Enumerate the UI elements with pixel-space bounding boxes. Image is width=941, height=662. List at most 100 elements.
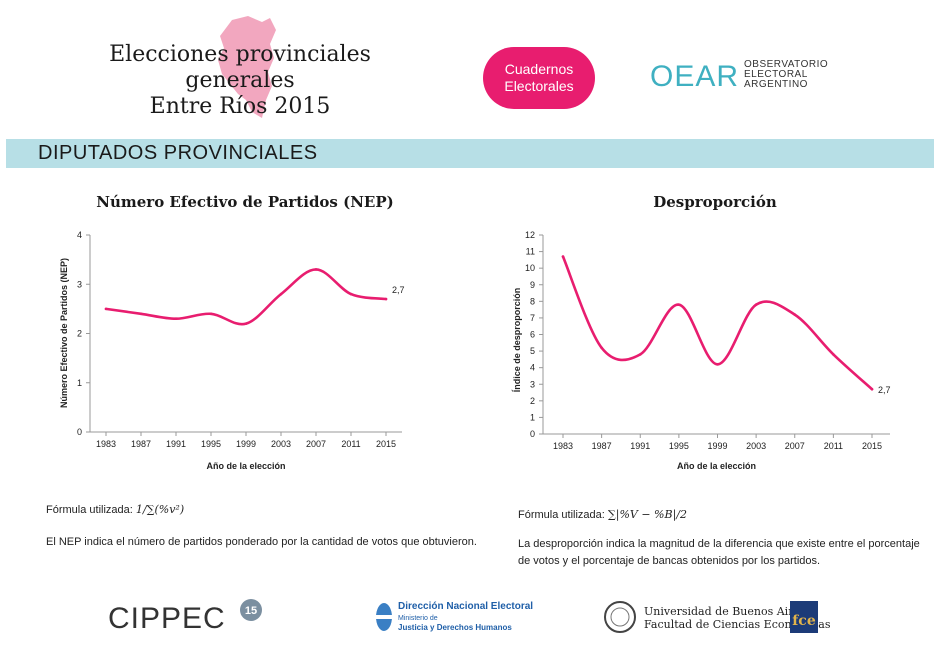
nep-x-axis-label: Año de la elección	[206, 461, 285, 471]
desproporcion-y-tick-label: 9	[530, 280, 535, 290]
desproporcion-data-point	[870, 387, 874, 391]
desproporcion-y-tick-label: 7	[530, 313, 535, 323]
desproporcion-end-label: 2,7	[878, 385, 891, 395]
oear-logo: OEAR	[650, 60, 739, 93]
desproporcion-formula-expression: ∑|%V − %B|/2	[607, 508, 688, 521]
oear-logo-text: OEAR	[650, 60, 739, 93]
desproporcion-x-tick-label: 2003	[746, 441, 766, 451]
desproporcion-data-point	[754, 303, 758, 306]
desproporcion-x-tick-label: 2007	[785, 441, 805, 451]
desproporcion-y-tick-label: 5	[530, 346, 535, 356]
desproporcion-y-tick-label: 8	[530, 296, 535, 306]
desproporcion-formula-label: Fórmula utilizada:	[518, 509, 605, 521]
desproporcion-data-point	[832, 353, 835, 356]
title-line-1: Elecciones provinciales generales	[109, 42, 371, 93]
nep-x-tick-label: 1995	[201, 439, 221, 449]
desproporcion-data-point	[677, 303, 681, 306]
desproporcion-y-tick-label: 11	[526, 247, 535, 257]
cuadernos-electorales-badge: Cuadernos Electorales	[483, 47, 595, 109]
nep-x-tick-label: 1987	[131, 439, 151, 449]
desproporcion-y-tick-label: 2	[530, 396, 535, 406]
nep-data-point	[174, 317, 178, 321]
nep-x-tick-label: 1991	[166, 439, 186, 449]
uba-line-2: Facultad de Ciencias Económicas	[644, 618, 831, 631]
desproporcion-y-tick-label: 1	[530, 412, 535, 422]
desproporcion-x-tick-label: 2015	[862, 441, 882, 451]
dne-subtitle-2: Justicia y Derechos Humanos	[398, 623, 512, 632]
nep-chart-title: Número Efectivo de Partidos (NEP)	[96, 193, 394, 211]
badge-line-2: Electorales	[504, 78, 574, 94]
desproporcion-data-point	[600, 346, 603, 350]
desproporcion-y-tick-label: 4	[530, 363, 535, 373]
nep-data-point	[244, 322, 248, 325]
fce-badge	[790, 601, 818, 633]
nep-data-point	[209, 312, 213, 316]
desproporcion-y-tick-label: 0	[530, 429, 535, 439]
nep-end-label: 2,7	[392, 285, 405, 295]
section-title: DIPUTADOS PROVINCIALES	[38, 142, 318, 164]
nep-data-point	[349, 292, 353, 296]
nep-y-tick-label: 0	[77, 427, 82, 437]
province-map-silhouette	[218, 16, 276, 118]
desproporcion-chart-title: Desproporción	[653, 193, 777, 211]
desproporcion-y-tick-label: 10	[525, 263, 535, 273]
desproporcion-data-point	[793, 313, 797, 316]
oear-caption: OBSERVATORIO ELECTORAL ARGENTINO	[744, 60, 828, 90]
desproporcion-x-tick-label: 1995	[669, 441, 689, 451]
cippec-logo: CIPPEC 15	[108, 599, 262, 635]
dne-logo: Dirección Nacional Electoral Ministerio …	[376, 601, 533, 632]
nep-data-point	[104, 307, 108, 311]
desproporcion-data-point	[561, 255, 565, 258]
desproporcion-x-axis-label: Año de la elección	[677, 461, 756, 471]
cippec-badge-text: 15	[245, 605, 257, 617]
nep-x-tick-label: 1999	[236, 439, 256, 449]
desproporcion-data-point	[638, 353, 642, 356]
desproporcion-x-tick-label: 1991	[630, 441, 650, 451]
nep-y-axis-label: Número Efectivo de Partidos (NEP)	[59, 258, 69, 408]
cippec-anniversary-badge	[240, 599, 262, 621]
nep-data-point	[314, 268, 318, 271]
desproporcion-x-tick-label: 2011	[824, 441, 843, 451]
desproporcion-x-tick-label: 1983	[553, 441, 573, 451]
nep-series-line	[104, 268, 388, 326]
nep-description: El NEP indica el número de partidos pond…	[46, 536, 477, 548]
nep-x-tick-label: 2007	[306, 439, 326, 449]
oear-line-3: ARGENTINO	[744, 79, 808, 90]
badge-line-1: Cuadernos	[504, 61, 574, 77]
desproporcion-y-axis-label: Índice de desproporción	[512, 288, 522, 393]
uba-line-1: Universidad de Buenos Aires	[644, 605, 806, 618]
section-band: DIPUTADOS PROVINCIALES	[6, 139, 934, 168]
nep-data-point	[384, 297, 388, 301]
desproporcion-y-tick-label: 6	[530, 330, 535, 340]
nep-y-tick-label: 1	[77, 378, 82, 388]
nep-formula-expression: 1/∑(%v²)	[135, 503, 185, 516]
desproporcion-data-point	[716, 363, 719, 366]
title-line-2: Entre Ríos 2015	[149, 94, 331, 119]
fce-badge-text: fce	[792, 613, 816, 629]
dne-subtitle-1: Ministerio de	[398, 615, 438, 622]
desproporcion-y-tick-label: 12	[525, 230, 535, 240]
nep-x-tick-label: 2003	[271, 439, 291, 449]
nep-formula-label: Fórmula utilizada:	[46, 504, 133, 516]
header-title: Elecciones provinciales generales Entre …	[60, 42, 420, 120]
desproporcion-y-tick-label: 3	[530, 379, 535, 389]
desproporcion-series-line	[561, 255, 874, 391]
nep-y-tick-label: 3	[77, 279, 82, 289]
oear-line-1: OBSERVATORIO	[744, 59, 829, 70]
nep-y-tick-label: 2	[77, 329, 82, 339]
nep-data-point	[139, 312, 143, 316]
oear-line-2: ELECTORAL	[744, 69, 808, 80]
nep-y-tick-label: 4	[77, 230, 82, 240]
cippec-logo-text: CIPPEC	[108, 602, 226, 635]
uba-seal-icon	[604, 601, 636, 633]
desproporcion-description: La desproporción indica la magnitud de l…	[518, 538, 920, 567]
desproporcion-formula: Fórmula utilizada: ∑|%V − %B|/2	[518, 508, 687, 521]
nep-x-tick-label: 1983	[96, 439, 116, 449]
desproporcion-x-tick-label: 1987	[592, 441, 612, 451]
desproporcion-x-tick-label: 1999	[707, 441, 727, 451]
nep-formula: Fórmula utilizada: 1/∑(%v²)	[46, 503, 184, 516]
uba-fce-logo: Universidad de Buenos Aires Facultad de …	[604, 601, 831, 633]
nep-x-tick-label: 2011	[341, 439, 360, 449]
nep-data-point	[279, 292, 283, 296]
